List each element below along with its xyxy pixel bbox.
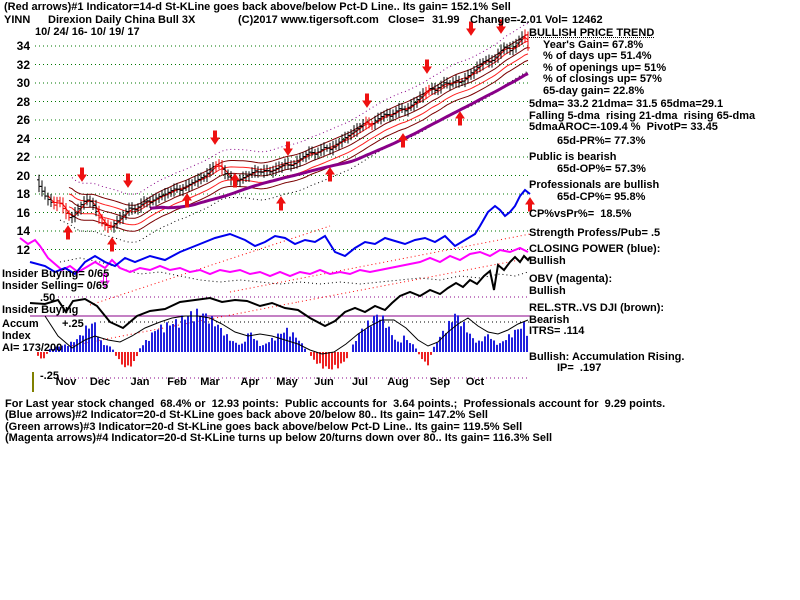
analysis-line-10: Public is bearish — [529, 151, 617, 163]
analysis-line-1: Year's Gain= 67.8% — [543, 38, 644, 51]
volume-value: 12462 — [572, 14, 603, 26]
analysis-line-14: CP%vsPr%= 18.5% — [529, 208, 632, 220]
footer-line-4: (Magenta arrows)#4 Indicator=20-d St-KLi… — [5, 432, 553, 445]
level-50-label: .50 — [40, 292, 56, 304]
level-plus25-label: +.25 — [62, 318, 84, 330]
analysis-line-12: Professionals are bullish — [529, 179, 660, 191]
analysis-line-17: Bullish — [529, 254, 566, 267]
accum-index-title-2: Accum — [2, 318, 39, 330]
month-label-feb: Feb — [167, 376, 187, 388]
analysis-line-3: % of openings up= 51% — [543, 61, 667, 74]
analysis-line-5: 65-day gain= 22.8% — [543, 84, 645, 97]
insider-selling-label: Insider Selling= 0/65 — [2, 280, 109, 292]
accum-index-value: AI= 173/200 — [2, 342, 63, 354]
month-label-oct: Oct — [465, 376, 485, 388]
insider-buying-label: Insider Buying= 0/65 — [2, 268, 110, 280]
analysis-line-22: ITRS= .114 — [529, 325, 585, 337]
analysis-line-20: REL.STR..VS DJI (brown): — [529, 302, 665, 314]
price-tick-12: 12 — [16, 242, 30, 257]
price-tick-22: 22 — [16, 150, 30, 164]
analysis-line-23: Bullish: Accumulation Rising. — [529, 350, 685, 363]
month-label-aug: Aug — [387, 376, 409, 388]
analysis-line-15: Strength Profess/Pub= .5 — [529, 226, 661, 239]
security-name: Direxion Daily China Bull 3X — [48, 14, 196, 26]
month-label-nov: Nov — [55, 376, 77, 388]
analysis-line-19: Bullish — [529, 284, 566, 297]
month-label-sep: Sep — [429, 376, 451, 388]
month-label-jun: Jun — [314, 376, 334, 388]
footer-line-2: (Blue arrows)#2 Indicator=20-d St-KLine … — [5, 409, 488, 422]
analysis-line-2: % of days up= 51.4% — [543, 50, 652, 62]
date-range: 10/ 24/ 16- 10/ 19/ 17 — [35, 26, 140, 38]
close-value: 31.99 — [432, 14, 460, 26]
red-arrows-signal-line: (Red arrows)#1 Indicator=14-d St-KLine g… — [4, 1, 511, 13]
ticker-symbol: YINN — [4, 14, 31, 26]
accum-index-title-3: Index — [2, 330, 31, 342]
month-label-jul: Jul — [352, 376, 368, 388]
price-tick-28: 28 — [16, 94, 30, 109]
month-label-jan: Jan — [130, 376, 150, 388]
footer-line-1: For Last year stock changed 68.4% or 12.… — [5, 398, 666, 410]
price-tick-24: 24 — [16, 131, 30, 146]
analysis-line-9: 65d-PR%= 77.3% — [557, 134, 646, 147]
price-tick-16: 16 — [16, 205, 30, 220]
analysis-line-21: Bearish — [529, 313, 570, 326]
analysis-line-24: IP= .197 — [557, 362, 602, 374]
price-chart — [19, 19, 535, 392]
price-tick-20: 20 — [16, 168, 30, 183]
accum-index-title-1: Insider Buying — [2, 304, 79, 316]
price-tick-14: 14 — [16, 224, 30, 238]
volume-label: Vol= — [545, 14, 568, 26]
month-label-mar: Mar — [200, 376, 220, 388]
analysis-line-4: % of closings up= 57% — [543, 73, 662, 85]
footer-line-3: (Green arrows)#3 Indicator=20-d St-KLine… — [5, 420, 523, 433]
analysis-line-6: 5dma= 33.2 21dma= 31.5 65dma=29.1 — [529, 98, 724, 110]
month-label-may: May — [276, 376, 298, 388]
signal-summary-footer: For Last year stock changed 68.4% or 12.… — [5, 398, 800, 445]
price-tick-34: 34 — [16, 39, 30, 53]
close-label: Close= — [388, 14, 425, 26]
price-tick-26: 26 — [16, 113, 30, 127]
analysis-line-8: 5dmaAROC=-109.4 % PivotP= 33.45 — [529, 121, 718, 133]
analysis-line-0: BULLISH PRICE TREND — [529, 27, 655, 39]
price-tick-18: 18 — [16, 187, 30, 201]
month-label-dec: Dec — [89, 376, 111, 388]
level-minus25-label: -.25 — [40, 370, 59, 382]
analysis-line-13: 65d-CP%= 95.8% — [557, 190, 646, 203]
analysis-line-16: CLOSING POWER (blue): — [529, 243, 661, 255]
analysis-line-18: OBV (magenta): — [529, 273, 613, 285]
analysis-line-7: Falling 5-dma rising 21-dma rising 65-dm… — [529, 109, 756, 122]
price-tick-32: 32 — [16, 57, 30, 72]
analysis-panel: BULLISH PRICE TREND Year's Gain= 67.8%% o… — [529, 27, 799, 375]
copyright-text: (C)2017 www.tigersoft.com — [238, 14, 379, 26]
month-label-apr: Apr — [240, 376, 260, 388]
analysis-line-11: 65d-OP%= 57.3% — [557, 162, 646, 175]
price-tick-30: 30 — [16, 76, 30, 90]
change-value: Change=-2.01 — [470, 14, 542, 26]
